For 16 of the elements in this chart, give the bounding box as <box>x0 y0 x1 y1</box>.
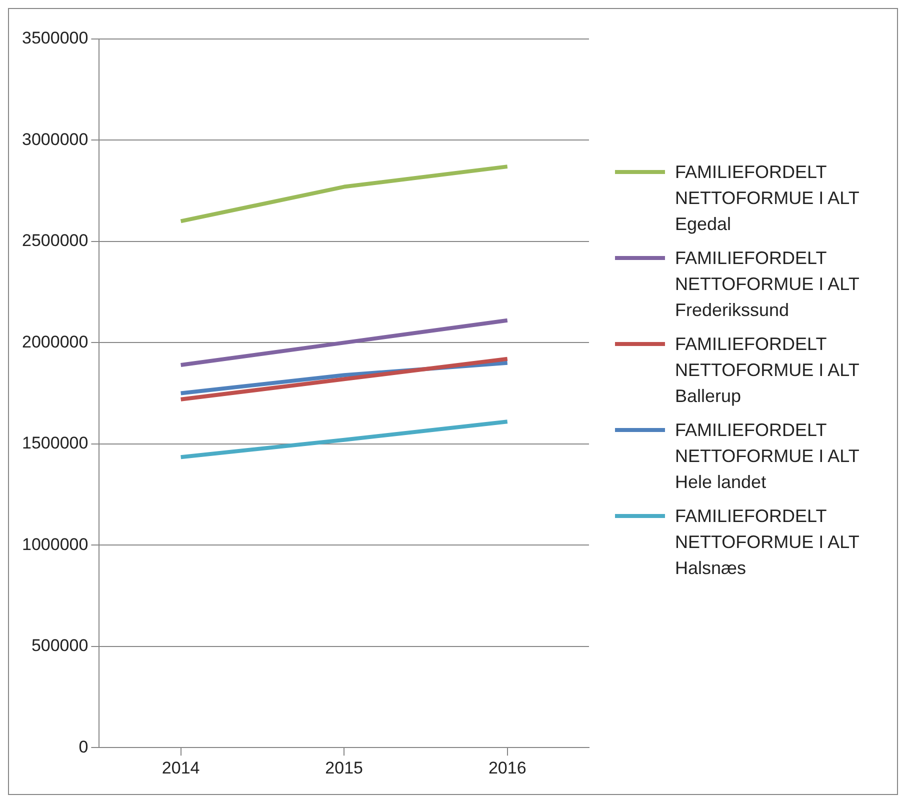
y-tick-label: 500000 <box>31 636 88 656</box>
legend-label: FAMILIEFORDELT NETTOFORMUE I ALT Hele landet <box>675 419 860 494</box>
y-tick-label: 2000000 <box>22 332 88 352</box>
y-tick-label: 3500000 <box>22 28 88 48</box>
y-tick-label: 1000000 <box>22 534 88 554</box>
x-tick-label: 2014 <box>162 758 200 778</box>
x-tick-label: 2016 <box>488 758 526 778</box>
legend-label: FAMILIEFORDELT NETTOFORMUE I ALT Egedal <box>675 161 860 236</box>
legend-label: FAMILIEFORDELT NETTOFORMUE I ALT Ballerup <box>675 333 860 408</box>
x-tick-label: 2015 <box>325 758 364 778</box>
y-tick-label: 3000000 <box>22 130 88 149</box>
legend-label: FAMILIEFORDELT NETTOFORMUE I ALT Frederikssund <box>675 247 860 322</box>
y-tick-label: 2500000 <box>22 231 88 250</box>
y-tick-label: 0 <box>78 737 88 756</box>
legend-label: FAMILIEFORDELT NETTOFORMUE I ALT Halsnæs <box>675 505 860 580</box>
y-tick-label: 1500000 <box>22 434 88 453</box>
